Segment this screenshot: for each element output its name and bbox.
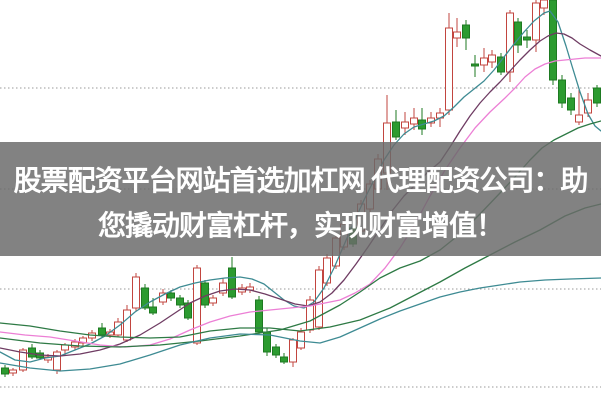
candle (193, 265, 201, 345)
candle (255, 296, 263, 335)
candle-body-up (219, 282, 227, 294)
candle-body-up (79, 337, 87, 344)
candle-body-up (575, 114, 583, 123)
candle-body-up (61, 344, 69, 351)
candle (9, 368, 17, 376)
candle (427, 112, 435, 127)
candle-body-down (567, 97, 575, 111)
candle (401, 112, 409, 135)
candle-body-down (462, 24, 470, 39)
candle-body-up (401, 121, 409, 129)
candle-body-down (149, 306, 157, 314)
candle-body-down (167, 292, 175, 299)
candle-body-down (471, 63, 479, 67)
candle (575, 90, 583, 125)
candle-body-up (315, 269, 323, 328)
candle (1, 365, 9, 377)
candle-body-up (488, 54, 496, 63)
candle-body-up (532, 2, 540, 41)
candle-body-down (280, 356, 288, 363)
ma-green-fast-line (0, 120, 601, 348)
candle (219, 278, 227, 296)
candle (471, 55, 479, 77)
candle (532, 0, 540, 52)
candle (176, 295, 184, 308)
candle-body-up (53, 351, 61, 371)
candle-body-down (549, 0, 557, 81)
candle-body-down (558, 79, 566, 104)
candle-body-down (228, 267, 236, 298)
candle (593, 85, 601, 107)
candle (272, 344, 280, 358)
candle-body-down (392, 121, 400, 138)
candle (246, 283, 254, 293)
candle (445, 13, 453, 115)
candle-body-up (71, 341, 79, 348)
promo-banner-line1: 股票配资平台网站首选加杠网 代理配资公司：助 (13, 165, 589, 196)
promo-banner-overlay: 股票配资平台网站首选加杠网 代理配资公司：助 您撬动财富杠杆，实现财富增值！ (0, 142, 601, 256)
candle (418, 108, 426, 135)
candle (123, 305, 131, 342)
candle-body-down (141, 287, 149, 309)
candle-body-up (123, 309, 131, 341)
candle-body-up (132, 276, 140, 309)
candle-body-down (28, 347, 36, 358)
candle-body-down (523, 36, 531, 41)
candle-body-down (201, 282, 209, 306)
candle (453, 18, 461, 47)
candle-body-up (209, 297, 217, 304)
candle-body-up (506, 12, 514, 73)
candle-body-down (514, 21, 522, 46)
candle-body-up (540, 0, 548, 9)
candle (201, 280, 209, 308)
candle (315, 266, 323, 330)
candle (480, 48, 488, 72)
candle-body-up (193, 267, 201, 344)
candle (506, 10, 514, 82)
ma-slow-teal-line (0, 277, 601, 372)
candle (523, 30, 531, 48)
candle (209, 295, 217, 306)
candle (392, 110, 400, 140)
candle (184, 300, 192, 320)
candle (514, 18, 522, 53)
candle (488, 50, 496, 68)
candle (79, 336, 87, 346)
candle-body-up (297, 331, 305, 349)
candle-body-down (272, 346, 280, 356)
candle-body-up (445, 27, 453, 111)
candle (289, 338, 297, 367)
candle (306, 296, 314, 333)
candle-body-down (593, 87, 601, 104)
candle-body-up (289, 339, 297, 363)
candle-body-down (184, 302, 192, 319)
candle (28, 344, 36, 359)
candle (280, 353, 288, 364)
candle (567, 93, 575, 115)
candle-body-down (255, 299, 263, 333)
candle-body-down (98, 327, 106, 336)
candle-body-up (410, 117, 418, 125)
promo-banner-line2: 您撬动财富杠杆，实现财富增值！ (97, 210, 504, 241)
candle-body-up (9, 369, 17, 374)
candle-body-down (1, 367, 9, 375)
candle (53, 350, 61, 374)
candle-body-up (453, 31, 461, 39)
candle (558, 75, 566, 108)
candle (462, 20, 470, 50)
candle-body-up (480, 57, 488, 66)
candle-body-up (323, 257, 331, 284)
candle-body-down (176, 297, 184, 306)
candle (132, 273, 140, 311)
